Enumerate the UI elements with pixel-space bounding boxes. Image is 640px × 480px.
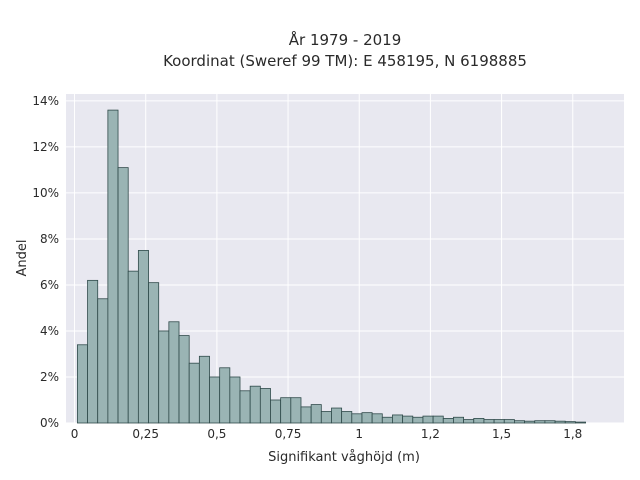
histogram-bar [351,413,363,424]
histogram-bar [361,412,373,424]
histogram-bar [493,419,505,424]
histogram-bar [392,414,404,424]
y-tick-label: 4% [40,324,59,338]
histogram-bar [270,399,282,424]
x-tick-label: 0,75 [275,427,302,441]
histogram-bar [534,420,546,424]
histogram-bar [209,376,221,424]
chart-title-line1: År 1979 - 2019 [289,30,402,49]
y-axis-label: Andel [15,240,30,277]
histogram-bar [300,406,312,424]
histogram-bar [341,411,353,424]
histogram-bar [524,420,536,424]
chart-title-line2: Koordinat (Sweref 99 TM): E 458195, N 61… [163,52,527,70]
histogram-bar [178,335,190,424]
histogram-bar [320,411,332,424]
histogram-bar [198,355,210,424]
histogram-bar [412,416,424,424]
histogram-bar [127,270,139,424]
histogram-bar [514,420,525,424]
histogram-bar [575,421,586,424]
histogram-bar [249,385,261,424]
x-tick-label: 0,5 [207,427,226,441]
histogram-bar [432,415,444,424]
x-axis-label: Signifikant våghöjd (m) [268,450,420,465]
histogram-bar [483,419,495,424]
histogram-bar [229,376,241,424]
y-tick-label: 10% [32,186,59,200]
histogram-bar [107,109,119,424]
histogram-bar [310,404,322,424]
histogram-bar [97,298,109,424]
y-tick-label: 14% [32,94,59,108]
x-tick-label: 1,2 [421,427,440,441]
histogram-bar [544,420,556,424]
y-tick-label: 2% [40,370,59,384]
x-tick-label: 1 [355,427,363,441]
y-tick-label: 12% [32,140,59,154]
x-tick-label: 1,5 [492,427,511,441]
histogram-bar [87,279,99,424]
y-tick-label: 0% [40,416,59,430]
histogram-bar [564,421,576,424]
histogram-bar [137,250,149,424]
y-tick-label: 6% [40,278,59,292]
x-tick-label: 0,25 [132,427,159,441]
histogram-bar [168,321,180,424]
histogram-bar [290,397,302,424]
histogram-bar [463,419,475,424]
bars [76,109,586,424]
histogram-bar [188,362,200,424]
histogram-bar [402,415,414,424]
histogram-bar [76,344,88,424]
histogram-bar [117,167,129,424]
histogram-bar [148,282,160,424]
histogram-bar [371,413,383,424]
x-tick-labels: 0 0,25 0,5 0,75 1 1,2 1,5 1,8 [71,427,583,441]
histogram-bar [331,407,343,424]
histogram-bar [219,367,231,424]
histogram-bar [554,420,566,424]
x-tick-label: 1,8 [563,427,582,441]
histogram-bar [158,330,170,424]
histogram-bar [503,419,515,424]
histogram-bar [442,417,454,424]
y-tick-labels: 0% 2% 4% 6% 8% 10% 12% 14% [32,94,59,430]
histogram-bar [239,390,251,424]
y-tick-label: 8% [40,232,59,246]
histogram-bar [422,415,434,424]
histogram-bar [280,397,292,424]
histogram-bar [381,416,393,424]
histogram-bar [259,388,271,424]
histogram-bar [473,417,485,424]
x-tick-label: 0 [71,427,79,441]
histogram-bar [453,416,465,424]
